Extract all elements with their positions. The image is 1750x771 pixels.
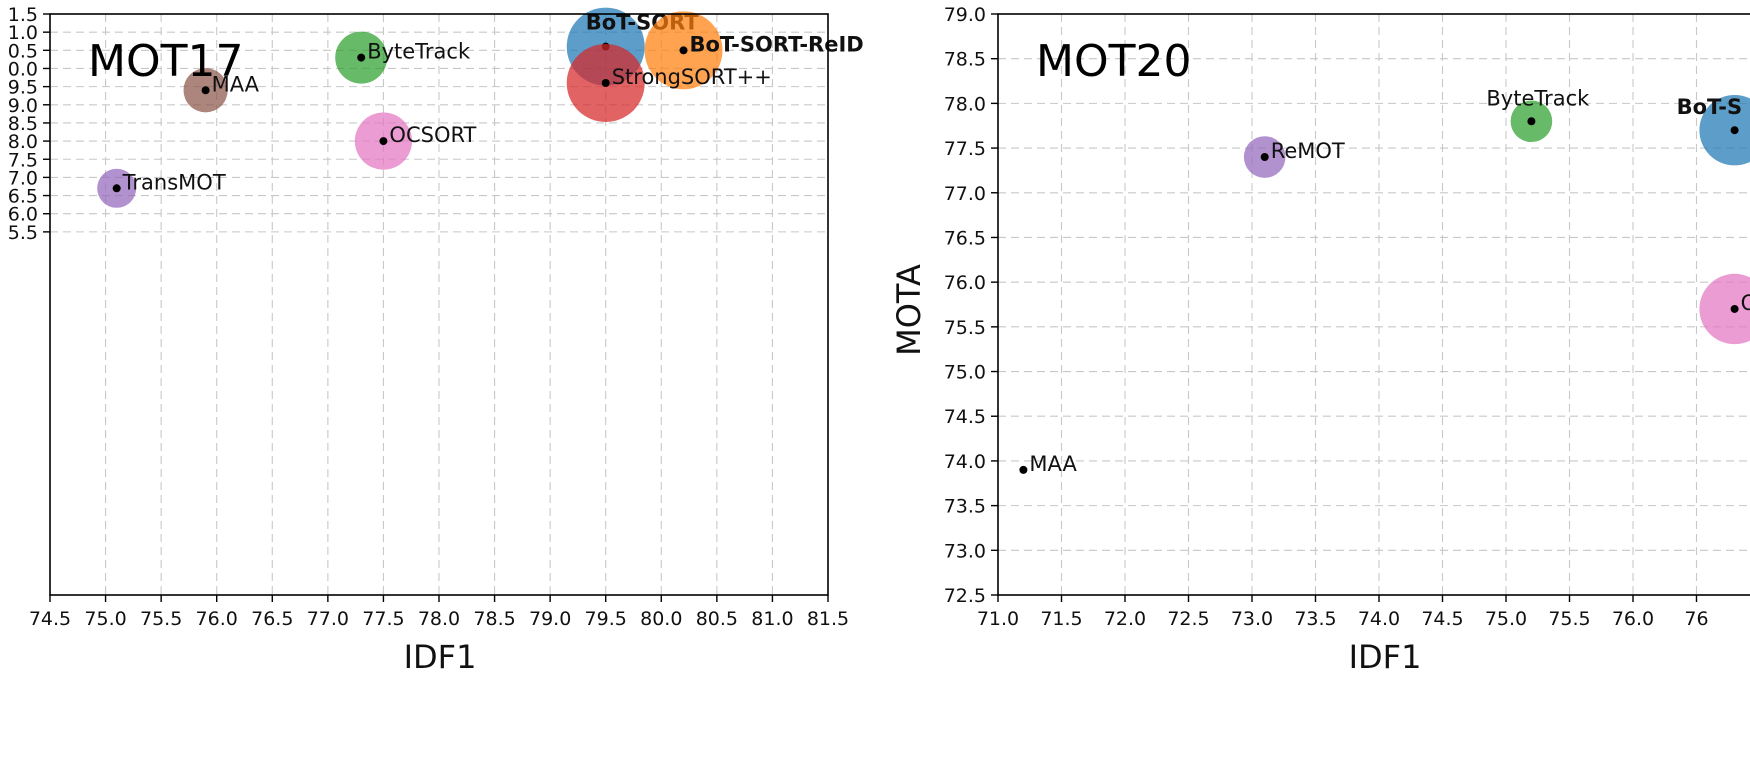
point-marker xyxy=(1527,117,1536,126)
point-label: TransMOT xyxy=(122,170,226,194)
y-tick-label: 75.5 xyxy=(944,317,986,339)
y-tick-label: 6.5 xyxy=(8,186,38,208)
x-tick-label: 80.0 xyxy=(640,608,682,630)
x-tick-label: 75.5 xyxy=(1548,608,1590,630)
x-tick-label: 81.0 xyxy=(751,608,793,630)
x-tick-label: 74.5 xyxy=(29,608,71,630)
point-label: BoT-SORT-ReID xyxy=(690,32,864,56)
y-tick-label: 5.5 xyxy=(8,222,38,244)
point-label: OCSORT xyxy=(389,123,476,147)
mot17-title: MOT17 xyxy=(88,36,243,87)
point-marker xyxy=(379,137,388,146)
y-tick-label: 0.0 xyxy=(8,58,38,80)
x-tick-label: 78.0 xyxy=(418,608,460,630)
y-tick-label: 1.5 xyxy=(8,4,38,26)
y-tick-label: 77.5 xyxy=(944,138,986,160)
x-tick-label: 77.5 xyxy=(362,608,404,630)
y-tick-label: 72.5 xyxy=(944,585,986,607)
x-tick-label: 71.0 xyxy=(977,608,1019,630)
point-label: MAA xyxy=(212,72,260,96)
mot20-grid xyxy=(997,13,1750,596)
x-tick-label: 81.5 xyxy=(807,608,849,630)
y-tick-label: 74.5 xyxy=(944,406,986,428)
point-label: MAA xyxy=(1029,452,1077,476)
y-tick-label: 79.0 xyxy=(944,4,986,26)
mot20-ticks: 71.0 71.5 72.0 72.5 73.0 73.5 74.0 74.5 75.0 75.5… xyxy=(944,4,1709,630)
x-tick-label: 76 xyxy=(1684,608,1708,630)
y-tick-label: 7.5 xyxy=(8,149,38,171)
point-label: O xyxy=(1741,291,1750,315)
y-tick-label: 77.0 xyxy=(944,183,986,205)
point-label: BoT-S xyxy=(1677,95,1743,119)
point-marker xyxy=(1019,465,1028,474)
y-tick-label: 9.0 xyxy=(8,95,38,117)
mot20-title: MOT20 xyxy=(1036,36,1191,87)
point-marker xyxy=(1260,153,1269,162)
x-tick-label: 79.0 xyxy=(529,608,571,630)
mot17-grid xyxy=(49,13,829,595)
point-marker xyxy=(201,86,210,95)
mot20-marks: ByteTrack BoT-S ReMOT O MAA xyxy=(1019,86,1750,476)
point-label: ReMOT xyxy=(1271,139,1345,163)
x-tick-label: 76.0 xyxy=(196,608,238,630)
mot17-ticks: 74.5 75.0 75.5 76.0 76.5 77.0 77.5 78.0 78.5 79.0… xyxy=(8,4,849,630)
mot17-plot: BoT-SORTBoT-SORT-ReIDByteTrackStrongSORT… xyxy=(8,4,864,676)
x-tick-label: 72.5 xyxy=(1167,608,1209,630)
point-marker xyxy=(679,46,688,55)
y-tick-label: 74.0 xyxy=(944,451,986,473)
x-tick-label: 77.0 xyxy=(307,608,349,630)
bubble-o xyxy=(1699,273,1750,345)
x-tick-label: 73.5 xyxy=(1294,608,1336,630)
x-tick-label: 79.5 xyxy=(585,608,627,630)
x-tick-label: 76.0 xyxy=(1612,608,1654,630)
point-label: StrongSORT++ xyxy=(612,65,772,89)
mot17-x-axis-label: IDF1 xyxy=(404,638,477,676)
y-tick-label: 7.0 xyxy=(8,167,38,189)
x-tick-label: 76.5 xyxy=(251,608,293,630)
y-tick-label: 6.0 xyxy=(8,204,38,226)
y-tick-label: 76.5 xyxy=(944,227,986,249)
x-tick-label: 80.5 xyxy=(696,608,738,630)
mot20-x-axis-label: IDF1 xyxy=(1349,638,1422,676)
x-tick-label: 75.0 xyxy=(1485,608,1527,630)
point-marker xyxy=(112,184,121,193)
y-tick-label: 78.0 xyxy=(944,93,986,115)
mot20-y-axis-label: MOTA xyxy=(890,264,928,356)
x-tick-label: 74.5 xyxy=(1421,608,1463,630)
x-tick-label: 72.0 xyxy=(1104,608,1146,630)
y-tick-label: 8.0 xyxy=(8,131,38,153)
point-marker xyxy=(357,53,366,62)
point-label: ByteTrack xyxy=(367,40,471,64)
point-label: ByteTrack xyxy=(1486,86,1590,110)
y-tick-label: 1.0 xyxy=(8,22,38,44)
y-tick-label: 73.0 xyxy=(944,540,986,562)
y-tick-label: 78.5 xyxy=(944,49,986,71)
x-tick-label: 74.0 xyxy=(1358,608,1400,630)
bubble-bot-s xyxy=(1699,95,1750,166)
x-tick-label: 78.5 xyxy=(473,608,515,630)
mot20-plot-frame xyxy=(997,13,1750,596)
y-tick-label: 9.5 xyxy=(8,77,38,99)
y-tick-label: 73.5 xyxy=(944,496,986,518)
x-tick-label: 73.0 xyxy=(1231,608,1273,630)
x-tick-label: 75.5 xyxy=(140,608,182,630)
point-marker xyxy=(601,78,610,87)
y-tick-label: 8.5 xyxy=(8,113,38,135)
y-tick-label: 0.5 xyxy=(8,40,38,62)
point-marker xyxy=(1730,126,1739,135)
x-tick-label: 71.5 xyxy=(1040,608,1082,630)
mot20-plot: ByteTrack BoT-S ReMOT O MAA 71.0 71.5 72.0 72.5… xyxy=(890,4,1750,676)
point-marker xyxy=(1730,304,1739,313)
mot17-marks: BoT-SORTBoT-SORT-ReIDByteTrackStrongSORT… xyxy=(97,7,864,208)
x-tick-label: 75.0 xyxy=(84,608,126,630)
y-tick-label: 76.0 xyxy=(944,272,986,294)
y-tick-label: 75.0 xyxy=(944,362,986,384)
